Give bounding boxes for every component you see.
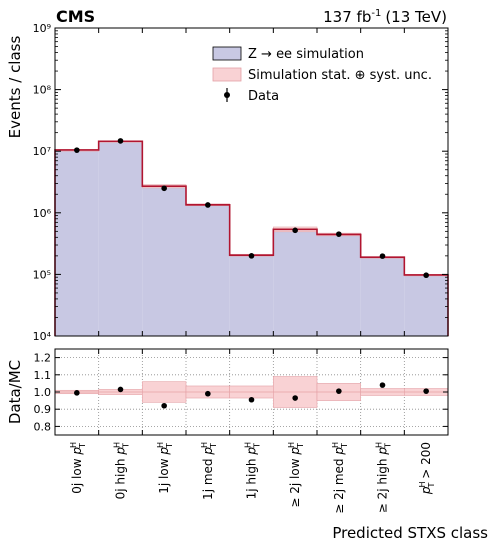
y-tick-label: 10⁶: [33, 207, 52, 220]
main-frame: [54, 27, 449, 337]
ratio-y-tick-label: 1.2: [34, 352, 52, 365]
main-panel: 10⁴ 10⁵ 10⁶ 10⁷ 10⁸ 10⁹ Events / class: [6, 22, 449, 343]
ratio-point: [292, 395, 298, 401]
data-point: [379, 253, 386, 259]
ratio-y-tick-label: 1.1: [34, 369, 52, 382]
ratio-point: [74, 390, 80, 396]
ratio-y-ticks: 0.8 0.9 1.0 1.1 1.2: [34, 352, 448, 433]
simulation-bar: [360, 257, 405, 336]
data-point: [292, 227, 298, 234]
ratio-y-tick-label: 1.0: [34, 386, 52, 399]
data-point: [205, 202, 211, 208]
legend-simulation-swatch: [212, 46, 242, 61]
x-category-label: 1j high pHT: [244, 442, 262, 499]
data-point: [248, 253, 255, 259]
x-axis-label: Predicted STXS class: [332, 524, 488, 542]
main-x-ticks: [54, 28, 449, 336]
x-category-label: 0j low pHT: [69, 442, 87, 494]
y-tick-label: 10⁴: [33, 330, 52, 343]
x-category-label: 1j med pHT: [200, 442, 218, 500]
legend-uncertainty-swatch: [212, 67, 242, 82]
x-category-label: 1j low pHT: [156, 442, 174, 494]
simulation-bar: [229, 255, 274, 336]
y-tick-label: 10⁷: [33, 145, 51, 158]
legend-uncertainty-label: Simulation stat. ⊕ syst. unc.: [248, 68, 432, 83]
y-tick-label: 10⁹: [33, 22, 51, 35]
data-point: [74, 147, 80, 153]
legend: Z → ee simulation Simulation stat. ⊕ sys…: [212, 46, 432, 104]
ratio-point: [117, 386, 124, 393]
ratio-point: [423, 388, 429, 394]
experiment-label: CMS: [56, 7, 95, 26]
data-point: [161, 185, 167, 192]
data-point: [423, 272, 429, 279]
ratio-points: [74, 382, 429, 409]
ratio-point: [379, 382, 386, 388]
x-category-label: ≥ 2j high pHT: [375, 442, 393, 513]
ratio-panel: 0.8 0.9 1.0 1.1 1.2 Data/MC: [6, 348, 449, 436]
main-y-ticks: 10⁴ 10⁵ 10⁶ 10⁷ 10⁸ 10⁹: [33, 22, 448, 343]
main-y-axis-label: Events / class: [6, 36, 24, 139]
x-category-label: pHT > 200: [418, 442, 436, 495]
simulation-bar: [142, 186, 186, 336]
ratio-point: [161, 402, 167, 409]
legend-data-label: Data: [248, 89, 279, 104]
ratio-point: [336, 388, 342, 394]
luminosity-label: 137 fb-1 (13 TeV): [323, 8, 447, 26]
ratio-y-tick-label: 0.9: [34, 403, 52, 416]
simulation-bar: [273, 229, 317, 336]
x-category-label: ≥ 2j low pHT: [287, 442, 305, 508]
data-point: [336, 231, 342, 237]
ratio-y-tick-label: 0.8: [34, 420, 52, 433]
data-point: [117, 138, 124, 144]
simulation-bar: [186, 204, 230, 336]
legend-data-marker: [224, 92, 230, 98]
y-tick-label: 10⁸: [33, 84, 52, 97]
legend-simulation-label: Z → ee simulation: [248, 47, 364, 62]
ratio-y-axis-label: Data/MC: [6, 360, 24, 424]
ratio-x-ticks: [54, 349, 449, 435]
x-category-label: ≥ 2j med pHT: [331, 442, 349, 514]
data-points: [74, 138, 429, 279]
ratio-uncertainty-band: [54, 376, 449, 408]
x-category-label: 0j high pHT: [113, 442, 131, 499]
simulation-bar: [55, 149, 99, 336]
simulation-histogram: [55, 141, 448, 336]
x-category-labels: 0j low pHT 0j high pHT 1j low pHT 1j med pH…: [69, 442, 436, 514]
ratio-point: [205, 390, 211, 397]
simulation-bar: [317, 234, 361, 336]
simulation-bar: [98, 141, 143, 336]
ratio-point: [248, 396, 255, 403]
y-tick-label: 10⁵: [33, 268, 51, 281]
simulation-bar: [404, 274, 448, 336]
